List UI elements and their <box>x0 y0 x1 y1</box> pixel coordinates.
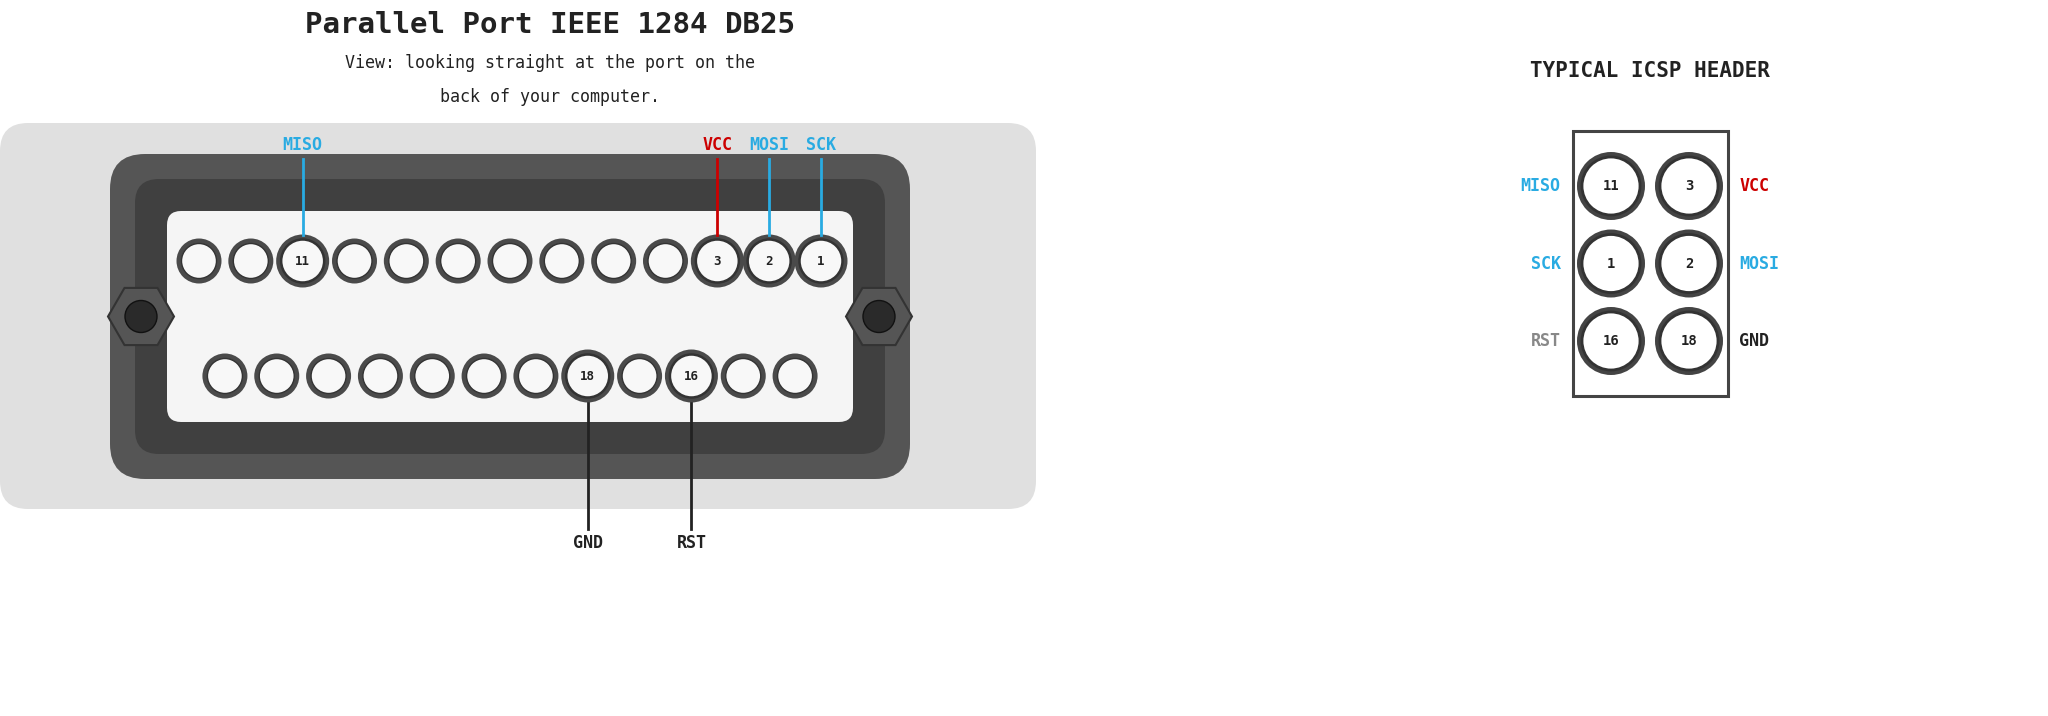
Circle shape <box>616 354 662 399</box>
Text: 3: 3 <box>713 254 721 268</box>
Circle shape <box>305 354 350 399</box>
Circle shape <box>461 354 506 399</box>
Text: TYPICAL ICSP HEADER: TYPICAL ICSP HEADER <box>1530 61 1769 81</box>
Circle shape <box>670 354 713 397</box>
FancyBboxPatch shape <box>1573 131 1729 396</box>
Circle shape <box>1577 307 1645 375</box>
Circle shape <box>182 243 217 279</box>
Circle shape <box>1661 235 1718 293</box>
FancyBboxPatch shape <box>135 179 885 454</box>
Text: 1: 1 <box>817 254 825 268</box>
Circle shape <box>332 238 377 284</box>
Text: 1: 1 <box>1608 256 1616 271</box>
Text: 18: 18 <box>1681 334 1698 348</box>
Circle shape <box>1581 312 1640 370</box>
Circle shape <box>358 354 403 399</box>
Text: 16: 16 <box>1604 334 1620 348</box>
Text: RST: RST <box>676 534 707 552</box>
Circle shape <box>281 239 324 283</box>
Circle shape <box>690 235 743 288</box>
Circle shape <box>596 243 631 279</box>
Circle shape <box>1577 152 1645 220</box>
Circle shape <box>1655 152 1722 220</box>
Circle shape <box>1661 312 1718 370</box>
Text: MISO: MISO <box>283 136 324 154</box>
Circle shape <box>207 359 242 394</box>
Text: MOSI: MOSI <box>1739 254 1780 273</box>
Text: Parallel Port IEEE 1284 DB25: Parallel Port IEEE 1284 DB25 <box>305 11 795 39</box>
Text: 2: 2 <box>766 254 772 268</box>
Circle shape <box>561 349 614 402</box>
Circle shape <box>416 359 451 394</box>
Text: VCC: VCC <box>702 136 733 154</box>
Circle shape <box>772 354 817 399</box>
Circle shape <box>748 239 791 283</box>
Circle shape <box>410 354 455 399</box>
Circle shape <box>721 354 766 399</box>
FancyBboxPatch shape <box>111 154 909 479</box>
Text: SCK: SCK <box>1530 254 1561 273</box>
Circle shape <box>254 354 299 399</box>
Circle shape <box>545 243 580 279</box>
Circle shape <box>862 301 895 332</box>
Circle shape <box>227 238 272 284</box>
Circle shape <box>1581 235 1640 293</box>
FancyBboxPatch shape <box>0 123 1036 509</box>
Text: View: looking straight at the port on the: View: looking straight at the port on th… <box>344 54 756 72</box>
Text: 11: 11 <box>295 254 309 268</box>
Circle shape <box>539 238 584 284</box>
Circle shape <box>389 243 424 279</box>
Circle shape <box>623 359 657 394</box>
Circle shape <box>1581 157 1640 215</box>
Text: back of your computer.: back of your computer. <box>440 88 659 106</box>
Circle shape <box>440 243 475 279</box>
Circle shape <box>436 238 481 284</box>
Circle shape <box>1655 230 1722 298</box>
Circle shape <box>725 359 760 394</box>
Circle shape <box>260 359 295 394</box>
Circle shape <box>643 238 688 284</box>
Circle shape <box>338 243 373 279</box>
Circle shape <box>1577 230 1645 298</box>
Text: RST: RST <box>1530 332 1561 350</box>
Circle shape <box>203 354 248 399</box>
Circle shape <box>176 238 221 284</box>
Text: GND: GND <box>573 534 602 552</box>
Circle shape <box>233 243 268 279</box>
Circle shape <box>1655 307 1722 375</box>
Circle shape <box>799 239 842 283</box>
Text: GND: GND <box>1739 332 1769 350</box>
Circle shape <box>778 359 813 394</box>
Circle shape <box>1661 157 1718 215</box>
Text: 11: 11 <box>1604 179 1620 193</box>
Circle shape <box>125 301 158 332</box>
Circle shape <box>467 359 502 394</box>
Text: 18: 18 <box>580 369 596 382</box>
Circle shape <box>518 359 553 394</box>
Circle shape <box>276 235 330 288</box>
Circle shape <box>696 239 739 283</box>
Text: 16: 16 <box>684 369 698 382</box>
Text: SCK: SCK <box>807 136 836 154</box>
Circle shape <box>487 238 532 284</box>
Circle shape <box>795 235 848 288</box>
Text: MISO: MISO <box>1520 177 1561 195</box>
Circle shape <box>383 238 428 284</box>
Circle shape <box>565 354 608 397</box>
Circle shape <box>514 354 559 399</box>
Circle shape <box>666 349 719 402</box>
Circle shape <box>492 243 528 279</box>
Text: VCC: VCC <box>1739 177 1769 195</box>
FancyBboxPatch shape <box>168 211 854 422</box>
Circle shape <box>592 238 637 284</box>
Circle shape <box>362 359 397 394</box>
Text: 3: 3 <box>1686 179 1694 193</box>
Circle shape <box>311 359 346 394</box>
Circle shape <box>743 235 797 288</box>
Text: 2: 2 <box>1686 256 1694 271</box>
Text: MOSI: MOSI <box>750 136 788 154</box>
Circle shape <box>647 243 682 279</box>
